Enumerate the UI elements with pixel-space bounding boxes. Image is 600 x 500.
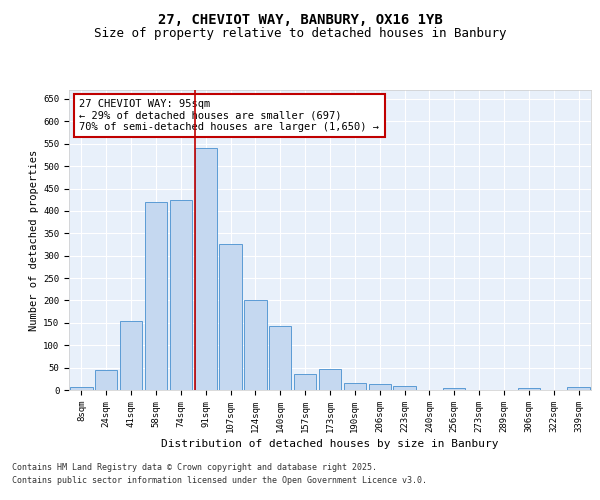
Bar <box>220 244 242 390</box>
Bar <box>194 148 217 390</box>
Bar <box>95 370 118 390</box>
Bar <box>269 326 292 390</box>
Text: Size of property relative to detached houses in Banbury: Size of property relative to detached ho… <box>94 28 506 40</box>
Bar <box>319 368 341 390</box>
Bar <box>70 387 92 390</box>
Bar <box>145 202 167 390</box>
Bar <box>568 387 590 390</box>
Bar <box>443 388 466 390</box>
Text: Contains HM Land Registry data © Crown copyright and database right 2025.: Contains HM Land Registry data © Crown c… <box>12 462 377 471</box>
Y-axis label: Number of detached properties: Number of detached properties <box>29 150 39 330</box>
Bar <box>368 384 391 390</box>
Bar <box>170 200 192 390</box>
Bar <box>394 386 416 390</box>
X-axis label: Distribution of detached houses by size in Banbury: Distribution of detached houses by size … <box>161 439 499 449</box>
Bar <box>294 374 316 390</box>
Bar <box>120 320 142 390</box>
Text: 27 CHEVIOT WAY: 95sqm
← 29% of detached houses are smaller (697)
70% of semi-det: 27 CHEVIOT WAY: 95sqm ← 29% of detached … <box>79 99 379 132</box>
Text: Contains public sector information licensed under the Open Government Licence v3: Contains public sector information licen… <box>12 476 427 485</box>
Bar <box>518 388 540 390</box>
Bar <box>244 300 266 390</box>
Text: 27, CHEVIOT WAY, BANBURY, OX16 1YB: 27, CHEVIOT WAY, BANBURY, OX16 1YB <box>158 12 442 26</box>
Bar <box>344 384 366 390</box>
